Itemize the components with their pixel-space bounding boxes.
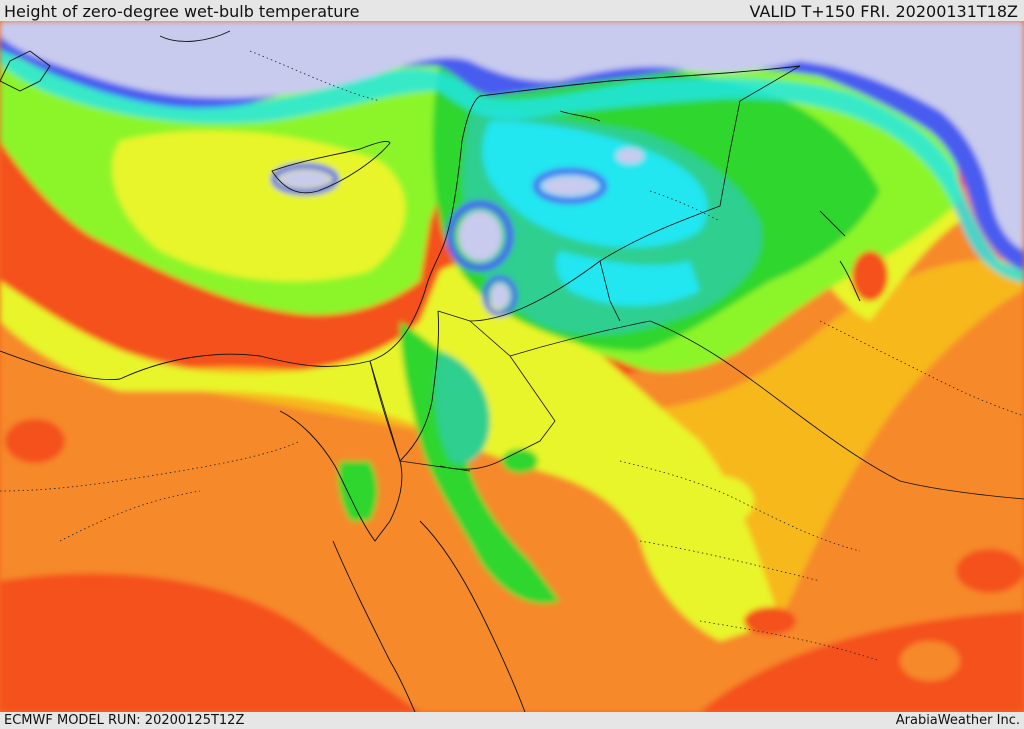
coastlines <box>0 30 861 712</box>
admin-boundaries <box>0 50 1024 662</box>
weather-map[interactable] <box>0 21 1024 712</box>
map-title: Height of zero-degree wet-bulb temperatu… <box>4 2 360 21</box>
wetbulb-field <box>0 21 1024 712</box>
country-borders <box>369 65 1024 500</box>
credit-label: ArabiaWeather Inc. <box>895 713 1020 728</box>
model-run-label: ECMWF MODEL RUN: 20200125T12Z <box>4 713 245 728</box>
footer-bar: ECMWF MODEL RUN: 20200125T12Z ArabiaWeat… <box>0 712 1024 729</box>
valid-time-label: VALID T+150 FRI. 20200131T18Z <box>749 2 1018 21</box>
header-bar: Height of zero-degree wet-bulb temperatu… <box>0 0 1024 21</box>
map-canvas <box>0 21 1024 712</box>
